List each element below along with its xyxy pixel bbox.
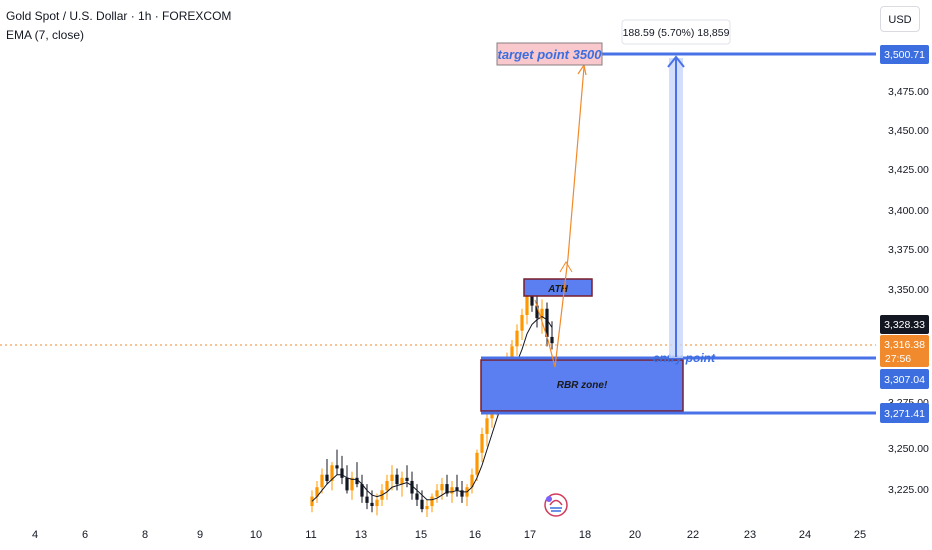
- measure-arrowhead: [667, 55, 685, 68]
- x-tick-24: 24: [799, 529, 811, 541]
- candle-body: [445, 484, 449, 494]
- candle-body: [510, 346, 514, 359]
- candle-body: [375, 499, 379, 507]
- symbol-title[interactable]: Gold Spot / U.S. Dollar · 1h · FOREXCOM: [6, 9, 232, 23]
- entry-price-text: 3,307.04: [884, 374, 925, 386]
- candle-body: [470, 474, 474, 488]
- candle-body: [315, 487, 319, 497]
- candle-body: [460, 490, 464, 497]
- x-tick-25: 25: [854, 529, 866, 541]
- x-tick-8: 8: [142, 529, 148, 541]
- x-tick-23: 23: [744, 529, 756, 541]
- candle-body: [545, 308, 549, 337]
- countdown-text: 27:56: [885, 353, 911, 365]
- zone-low-price-text: 3,271.41: [884, 408, 925, 420]
- candle-body: [390, 474, 394, 481]
- x-tick-22: 22: [687, 529, 699, 541]
- x-tick-18: 18: [579, 529, 591, 541]
- candle-body: [405, 477, 409, 481]
- y-tick-3450: 3,450.00: [888, 125, 929, 137]
- y-tick-3350: 3,350.00: [888, 284, 929, 296]
- current-price-text: 3,328.33: [884, 319, 925, 331]
- x-tick-11: 11: [305, 529, 316, 541]
- candle-body: [335, 465, 339, 469]
- ath-label: ATH: [547, 284, 569, 295]
- candle-body: [365, 496, 369, 503]
- y-tick-3225: 3,225.00: [888, 484, 929, 496]
- candle-body: [480, 433, 484, 453]
- candle-body: [360, 484, 364, 497]
- x-tick-6: 6: [82, 529, 88, 541]
- candle-body: [525, 296, 529, 316]
- current-price-tag: [880, 315, 929, 334]
- candle-body: [395, 474, 399, 485]
- y-tick-3425: 3,425.00: [888, 164, 929, 176]
- candle-body: [420, 499, 424, 510]
- candle-body: [425, 506, 429, 510]
- last-price-text: 3,316.38: [884, 339, 925, 351]
- candle-body: [320, 474, 324, 488]
- y-tick-3475: 3,475.00: [888, 86, 929, 98]
- candle-body: [340, 468, 344, 478]
- candle-body: [410, 480, 414, 494]
- candle-body: [430, 496, 434, 507]
- candle-body: [435, 490, 439, 497]
- target-label: target point 3500: [497, 47, 602, 62]
- x-tick-17: 17: [524, 529, 536, 541]
- watermark-logo-icon: [544, 493, 568, 517]
- candle-body: [330, 465, 334, 481]
- measure-tooltip-text: 188.59 (5.70%) 18,859: [623, 27, 730, 39]
- x-tick-13: 13: [355, 529, 367, 541]
- candle-body: [355, 477, 359, 485]
- x-tick-15: 15: [415, 529, 427, 541]
- target-price-tag: [880, 45, 929, 64]
- candle-body: [415, 493, 419, 500]
- target-label-box[interactable]: [496, 42, 603, 66]
- rbr-zone-box[interactable]: [480, 359, 684, 412]
- candle-body: [515, 330, 519, 347]
- x-tick-20: 20: [629, 529, 641, 541]
- candle-body: [455, 487, 459, 491]
- entry-price-tag: [880, 369, 929, 389]
- candle-body: [400, 477, 404, 485]
- rbr-zone-label: RBR zone!: [557, 380, 608, 391]
- candle-body: [350, 477, 354, 491]
- candle-body: [535, 305, 539, 319]
- x-axis[interactable]: 4 6 8 9 10 11 13 15 16 17 18 20 22 23 24…: [32, 529, 866, 541]
- zone-low-price-tag: [880, 403, 929, 423]
- candle-body: [550, 336, 554, 344]
- last-price-tag: [880, 335, 929, 367]
- candle-body: [385, 480, 389, 491]
- projection-wedge: [559, 261, 573, 273]
- ema-indicator-label[interactable]: EMA (7, close): [6, 28, 85, 42]
- candle-body: [325, 474, 329, 481]
- candle-body: [540, 308, 544, 319]
- ath-box[interactable]: [523, 278, 593, 297]
- candle-body: [440, 484, 444, 491]
- currency-button[interactable]: USD: [880, 6, 920, 32]
- x-tick-4: 4: [32, 529, 38, 541]
- candle-body: [520, 315, 524, 331]
- target-price-text: 3,500.71: [884, 49, 925, 61]
- measure-tooltip: [621, 19, 731, 45]
- candle-body: [345, 477, 349, 491]
- y-tick-3400: 3,400.00: [888, 205, 929, 217]
- candle-body: [530, 296, 534, 306]
- candle-body: [370, 502, 374, 507]
- candle-body: [450, 487, 454, 494]
- candle-body: [485, 418, 489, 434]
- y-tick-3375: 3,375.00: [888, 244, 929, 256]
- x-tick-16: 16: [469, 529, 481, 541]
- candle-body: [475, 452, 479, 475]
- x-tick-9: 9: [197, 529, 203, 541]
- projection-arrow: [534, 66, 585, 368]
- x-tick-10: 10: [250, 529, 262, 541]
- entry-point-label: entry point: [653, 351, 716, 365]
- y-tick-3250: 3,250.00: [888, 443, 929, 455]
